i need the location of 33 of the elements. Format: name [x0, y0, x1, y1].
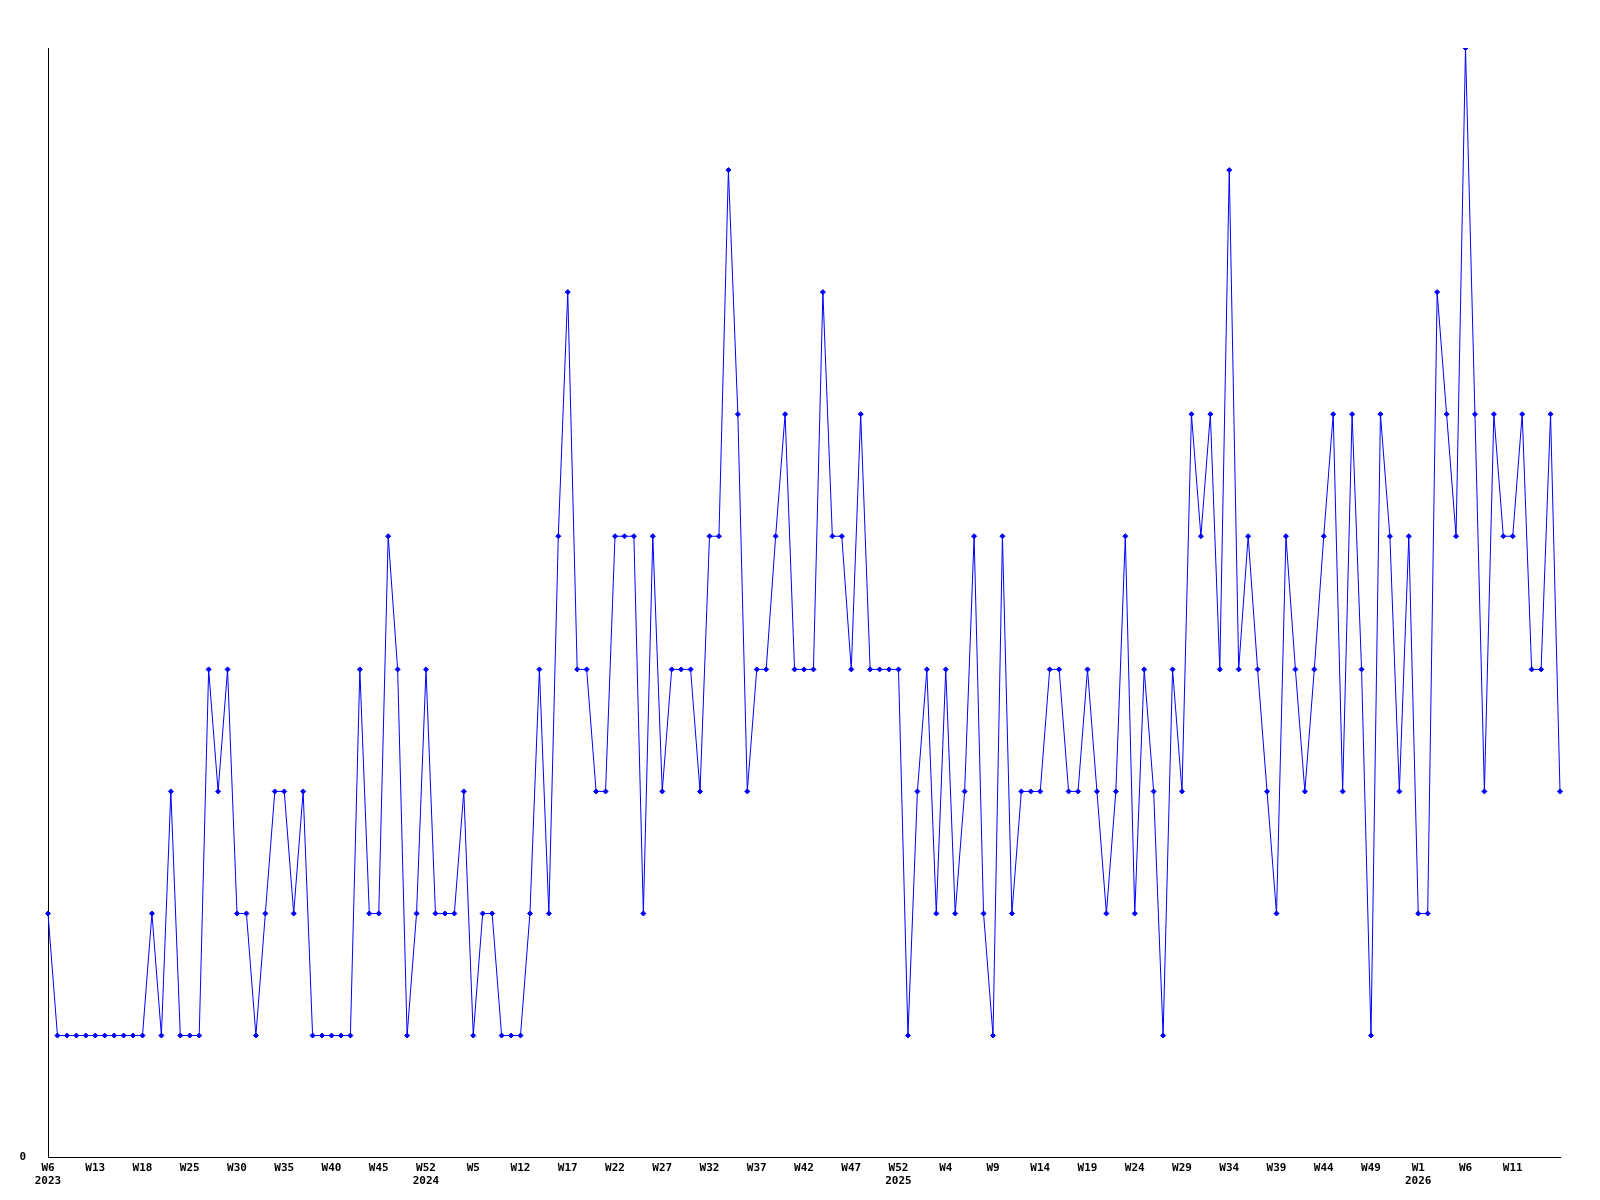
x-tick-label: W4: [939, 1161, 953, 1175]
x-tick-label: W32: [699, 1161, 720, 1175]
x-tick-label: W19: [1077, 1161, 1098, 1175]
x-tick-label: W9: [986, 1161, 1000, 1175]
x-tick-label: W39: [1266, 1161, 1287, 1175]
x-tick-label: W52 2024: [412, 1161, 440, 1188]
x-tick-label: W34: [1219, 1161, 1240, 1175]
x-tick-label: W40: [321, 1161, 342, 1175]
x-tick-label: W52 2025: [885, 1161, 912, 1188]
x-tick-label: W27: [652, 1161, 673, 1175]
x-tick-label: W30: [227, 1161, 247, 1175]
x-tick-label: W6 2023: [34, 1161, 62, 1188]
x-tick-label: W29: [1172, 1161, 1192, 1175]
x-tick-label: W37: [746, 1161, 767, 1175]
x-tick-label: W25: [179, 1161, 200, 1175]
x-tick-label: W17: [557, 1161, 578, 1175]
x-tick-label: W1 2026: [1405, 1161, 1432, 1188]
x-tick-label: W12: [510, 1161, 531, 1175]
x-tick-label: W47: [841, 1161, 862, 1175]
text: 0: [19, 1150, 26, 1164]
x-tick-label: W35: [274, 1161, 295, 1175]
x-tick-label: W5: [466, 1161, 480, 1175]
x-tick-label: W14: [1030, 1161, 1051, 1175]
x-tick-label: W45: [368, 1161, 389, 1175]
x-tick-label: W44: [1313, 1161, 1335, 1175]
x-tick-label: W24: [1124, 1161, 1146, 1175]
x-tick-label: W13: [85, 1161, 106, 1175]
x-tick-label: W11: [1502, 1161, 1524, 1175]
x-tick-label: W18: [132, 1161, 153, 1175]
x-tick-label: W49: [1361, 1161, 1381, 1175]
x-tick-label: W6: [1458, 1161, 1473, 1175]
x-tick-label: W42: [794, 1161, 814, 1175]
x-tick-label: W22: [605, 1161, 625, 1175]
